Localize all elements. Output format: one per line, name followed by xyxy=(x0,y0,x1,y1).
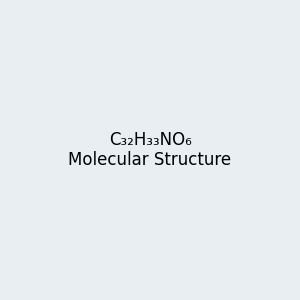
Text: C₃₂H₃₃NO₆
Molecular Structure: C₃₂H₃₃NO₆ Molecular Structure xyxy=(68,130,232,170)
